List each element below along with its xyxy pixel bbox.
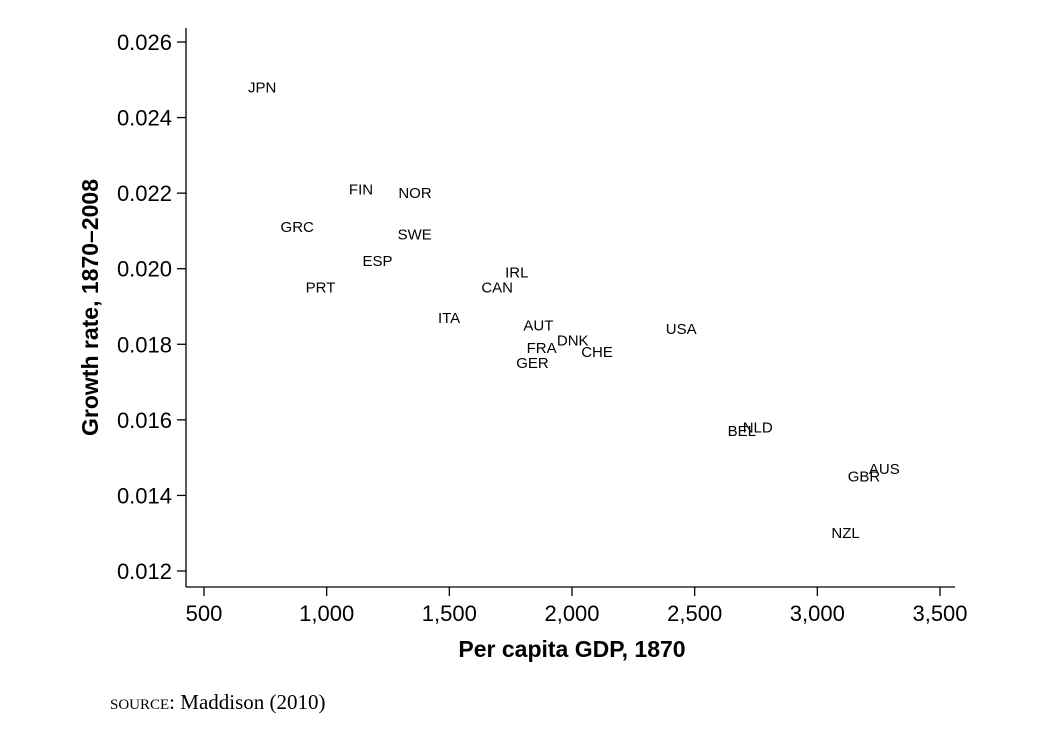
x-axis-title: Per capita GDP, 1870 bbox=[458, 636, 685, 662]
x-tick-label: 3,000 bbox=[790, 601, 845, 626]
data-point-label: GBR bbox=[848, 469, 881, 486]
data-point-label: SWE bbox=[398, 227, 432, 244]
data-point-label: NOR bbox=[398, 185, 432, 202]
data-point-label: FRA bbox=[527, 340, 557, 357]
y-tick-label: 0.022 bbox=[117, 181, 172, 206]
data-point-label: GER bbox=[516, 355, 549, 372]
data-point-label: GRC bbox=[281, 219, 315, 236]
x-tick-label: 500 bbox=[186, 601, 223, 626]
data-point-label: NZL bbox=[831, 525, 859, 542]
data-point-label: AUS bbox=[869, 461, 900, 478]
source-prefix: source: bbox=[110, 690, 176, 714]
y-tick-label: 0.012 bbox=[117, 559, 172, 584]
data-point-label: PRT bbox=[306, 280, 336, 297]
data-point-label: USA bbox=[666, 321, 697, 338]
y-tick-label: 0.020 bbox=[117, 257, 172, 282]
x-axis: 500 1,000 1,500 2,000 2,500 3,000 3,500 bbox=[186, 586, 968, 626]
x-tick-label: 2,000 bbox=[544, 601, 599, 626]
y-tick-label: 0.026 bbox=[117, 30, 172, 55]
x-tick-label: 2,500 bbox=[667, 601, 722, 626]
x-tick-label: 3,500 bbox=[912, 601, 967, 626]
data-point-label: DNK bbox=[557, 333, 589, 350]
data-point-label: BEL bbox=[728, 423, 756, 440]
source-note: source: Maddison (2010) bbox=[110, 690, 326, 715]
source-text: Maddison (2010) bbox=[175, 690, 326, 714]
x-tick-label: 1,000 bbox=[299, 601, 354, 626]
data-point-label: AUT bbox=[523, 317, 553, 334]
y-axis: 0.012 0.014 0.016 0.018 0.020 0.022 0.024 0.026 bbox=[117, 28, 187, 587]
y-tick-label: 0.014 bbox=[117, 483, 172, 508]
y-tick-label: 0.018 bbox=[117, 332, 172, 357]
y-tick-label: 0.016 bbox=[117, 408, 172, 433]
data-point-label: IRL bbox=[505, 264, 528, 281]
y-axis-title: Growth rate, 1870–2008 bbox=[77, 179, 103, 436]
data-point-label: CAN bbox=[481, 280, 513, 297]
data-point-label: NLD bbox=[743, 419, 773, 436]
data-point-label: FIN bbox=[349, 181, 373, 198]
data-point-label: CHE bbox=[581, 344, 613, 361]
data-point-label: JPN bbox=[248, 79, 276, 96]
data-point-label: ITA bbox=[438, 310, 460, 327]
y-tick-label: 0.024 bbox=[117, 106, 172, 131]
x-tick-label: 1,500 bbox=[422, 601, 477, 626]
data-point-label: ESP bbox=[362, 253, 392, 270]
